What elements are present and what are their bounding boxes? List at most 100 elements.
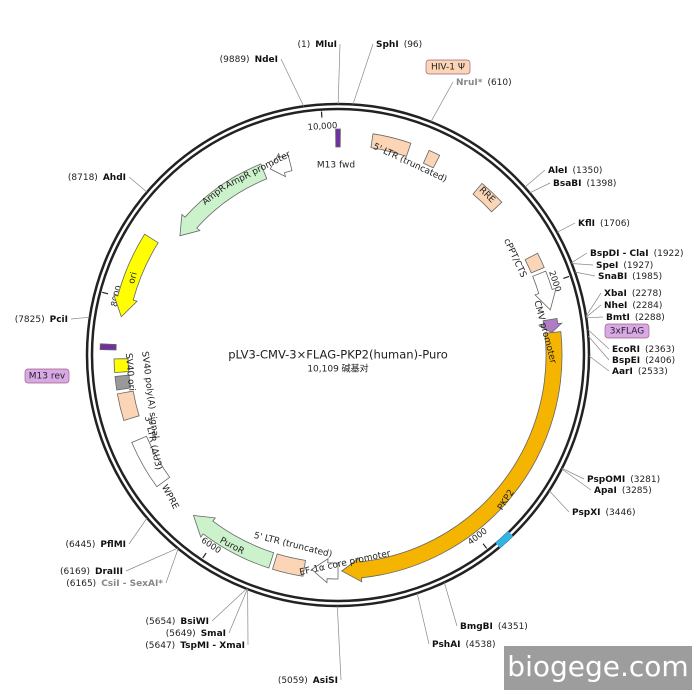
site-label: (5654) BsiWI <box>145 617 209 627</box>
feature-label: SV40 poly(A) signal <box>139 351 160 439</box>
site-position: (4351) <box>498 622 528 632</box>
site-label: SpeI (1927) <box>596 261 653 271</box>
site-position: (2278) <box>632 289 662 299</box>
site-name: SpeI <box>596 261 618 271</box>
feature <box>538 317 563 333</box>
site-label: BmtI (2288) <box>606 313 665 323</box>
site-leader <box>587 329 610 350</box>
feature <box>341 331 563 583</box>
site-label: EcoRI (2363) <box>612 345 675 355</box>
site-label: SphI (96) <box>376 40 422 50</box>
site-name: AarI <box>612 367 633 377</box>
length: 10,109 碱基对 <box>307 363 368 375</box>
feature <box>131 435 171 488</box>
site-label: (6165) CsiI - SexAI* <box>66 579 163 589</box>
site-position: (1922) <box>654 249 684 259</box>
site-leader <box>561 468 585 480</box>
site-leader <box>165 548 179 584</box>
site-position: (3446) <box>606 508 636 518</box>
site-label: NruI* (610) <box>456 78 512 88</box>
site-name: SphI <box>376 40 399 50</box>
site-leader <box>352 43 374 105</box>
site-label: BspDI - ClaI (1922) <box>590 249 684 259</box>
site-name: DraIII <box>95 567 123 577</box>
backbone-outer <box>85 102 591 608</box>
site-leader <box>70 316 90 320</box>
site-label: (6445) PflMI <box>65 540 126 550</box>
ring-highlight <box>495 531 514 548</box>
site-position: (2284) <box>632 301 662 311</box>
site-name: PspOMI <box>587 475 625 485</box>
site-label: KflI (1706) <box>578 219 630 229</box>
site-label: AleI (1350) <box>548 166 602 176</box>
site-position: (6165) <box>66 579 96 589</box>
feature <box>116 390 140 421</box>
site-position: (1706) <box>600 219 630 229</box>
site-position: (96) <box>404 40 422 50</box>
feature-label-box <box>425 59 471 75</box>
site-name: AleI <box>548 166 568 176</box>
site-leader <box>548 490 570 513</box>
site-name: NruI* <box>456 78 483 88</box>
site-position: (1) <box>297 40 310 50</box>
site-label: XbaI (2278) <box>604 289 662 299</box>
site-leader <box>588 355 610 372</box>
feature <box>113 233 159 318</box>
site-name: AsiSI <box>313 676 338 686</box>
feature-label: M13 fwd <box>317 161 355 171</box>
site-label: SnaBI (1985) <box>598 272 662 282</box>
site-name: EcoRI <box>612 345 640 355</box>
feature <box>524 252 545 274</box>
site-name: BmgBI <box>460 622 493 632</box>
site-name: ApaI <box>594 486 617 496</box>
feature <box>269 152 293 178</box>
site-leader <box>443 582 458 627</box>
site-position: (1350) <box>573 166 603 176</box>
site-label: BspEI (2406) <box>612 356 675 366</box>
site-name: BmtI <box>606 313 630 323</box>
feature <box>99 343 117 351</box>
site-position: (5649) <box>166 629 196 639</box>
feature <box>271 553 306 577</box>
site-label: PspOMI (3281) <box>587 475 660 485</box>
site-label: (9889) NdeI <box>220 55 278 65</box>
site-leader <box>571 252 588 264</box>
site-leader <box>125 547 178 572</box>
site-leader <box>228 588 248 634</box>
site-label: BsaBI (1398) <box>553 179 616 189</box>
site-leader <box>556 222 576 233</box>
site-name: BsiWI <box>180 617 209 627</box>
site-name: NdeI <box>255 55 278 65</box>
site-leader <box>128 176 148 193</box>
ring-tick <box>102 291 109 295</box>
site-position: (1398) <box>587 179 617 189</box>
site-name: PflMI <box>100 540 126 550</box>
ring-tick <box>482 543 488 549</box>
site-leader <box>430 81 454 122</box>
feature <box>192 515 275 569</box>
ring-tick <box>563 275 570 279</box>
title: pLV3-CMV-3×FLAG-PKP2(human)-Puro <box>228 348 448 362</box>
site-leader <box>416 593 430 645</box>
site-name: BspDI - ClaI <box>590 249 649 259</box>
site-position: (1927) <box>623 261 653 271</box>
site-leader <box>586 316 604 319</box>
site-name: PciI <box>50 315 68 325</box>
site-position: (5654) <box>145 617 175 627</box>
site-position: (6445) <box>65 540 95 550</box>
site-leader <box>211 588 247 622</box>
feature-label: M13 rev <box>29 372 66 382</box>
watermark: biogege.com <box>507 650 688 683</box>
feature-label: SV40 ori <box>123 353 136 392</box>
feature-label: 5' LTR (truncated) <box>371 142 448 185</box>
site-position: (2406) <box>645 356 675 366</box>
site-name: CsiI - SexAI* <box>101 579 163 589</box>
feature-label: HIV-1 Ψ <box>431 63 465 73</box>
backbone-inner <box>90 107 586 603</box>
site-label: (6169) DraIII <box>60 567 123 577</box>
feature <box>532 270 557 311</box>
site-position: (5647) <box>145 641 175 651</box>
feature <box>114 374 132 391</box>
site-leader <box>128 517 148 545</box>
